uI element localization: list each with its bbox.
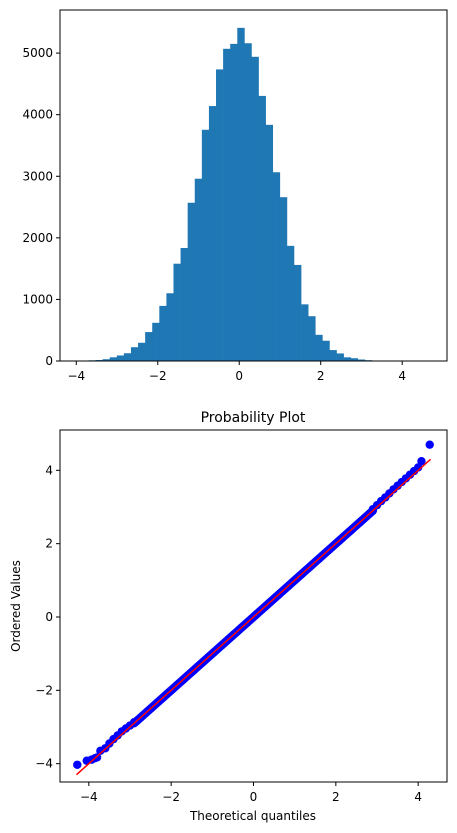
histogram-bar — [123, 353, 132, 361]
histogram-bar — [180, 248, 188, 361]
x-tick-label: −2 — [149, 369, 167, 383]
histogram-bar — [336, 353, 344, 361]
x-tick-label: 4 — [398, 369, 406, 383]
y-tick-label: 2000 — [22, 231, 53, 245]
x-tick-label: 0 — [235, 369, 243, 383]
histogram-bar — [357, 359, 366, 361]
histogram-y-ticks: 0 1000 2000 3000 4000 5000 — [22, 46, 60, 368]
data-point — [413, 463, 423, 472]
histogram-bar — [109, 357, 118, 361]
histogram-x-ticks: −4 −2 0 2 4 — [67, 361, 406, 383]
histogram-bar — [166, 293, 174, 361]
histogram-bar — [329, 350, 337, 361]
histogram-bar — [194, 178, 203, 361]
histogram-bar — [343, 357, 351, 361]
probability-plot-points — [73, 440, 434, 769]
histogram-bar — [258, 95, 266, 362]
y-tick-label: 4000 — [22, 108, 53, 122]
histogram-bar — [265, 124, 274, 361]
x-tick-label: 2 — [332, 790, 340, 804]
y-tick-label: 2 — [45, 537, 53, 551]
y-tick-label: 0 — [45, 354, 53, 368]
x-tick-label: 0 — [250, 790, 258, 804]
histogram-bar — [230, 43, 238, 362]
histogram-bar — [308, 316, 316, 361]
histogram-bar — [293, 264, 302, 361]
histogram-bar — [159, 305, 167, 361]
histogram-bar — [216, 69, 224, 362]
x-tick-label: −4 — [80, 790, 98, 804]
probability-plot-x-ticks: −4 −2 0 2 4 — [80, 782, 422, 804]
histogram-bar — [152, 322, 160, 361]
x-tick-label: −2 — [162, 790, 180, 804]
data-point — [425, 440, 434, 449]
data-point — [73, 760, 82, 769]
probability-plot-y-ticks: −4 −2 0 2 4 — [35, 463, 60, 771]
y-tick-label: −2 — [35, 683, 53, 697]
probability-plot-title: Probability Plot — [201, 410, 306, 426]
histogram-bars — [74, 27, 444, 362]
histogram-bar — [201, 129, 210, 361]
y-tick-label: 0 — [45, 610, 53, 624]
histogram-chart: −4 −2 0 2 4 0 1000 2000 3000 4000 5000 — [22, 9, 448, 383]
probability-plot-chart: Probability Plot −4 −2 0 2 4 −4 −2 0 2 4 Theoret… — [9, 410, 448, 823]
histogram-bar — [272, 172, 281, 361]
histogram-bar — [286, 245, 295, 361]
histogram-bar — [173, 263, 181, 361]
histogram-bar — [208, 106, 217, 361]
histogram-bar — [251, 56, 259, 362]
histogram-bar — [223, 48, 231, 361]
histogram-bar — [322, 340, 330, 361]
histogram-bar — [138, 342, 146, 361]
probability-plot-frame — [59, 429, 448, 783]
histogram-bar — [145, 332, 153, 361]
data-point — [417, 456, 426, 466]
histogram-frame — [59, 9, 448, 362]
histogram-bar — [301, 304, 309, 361]
y-tick-label: 5000 — [22, 46, 53, 60]
y-tick-label: 3000 — [22, 169, 53, 183]
histogram-bar — [116, 355, 125, 361]
histogram-bar — [244, 43, 252, 361]
probability-plot-x-label: Theoretical quantiles — [189, 809, 316, 823]
x-tick-label: −4 — [67, 369, 85, 383]
y-tick-label: −4 — [35, 757, 53, 771]
y-tick-label: 4 — [45, 463, 53, 477]
probability-plot-y-label: Ordered Values — [9, 560, 23, 652]
histogram-bar — [187, 202, 196, 361]
histogram-bar — [130, 347, 139, 361]
histogram-bar — [279, 197, 288, 361]
x-tick-label: 4 — [414, 790, 422, 804]
histogram-bar — [237, 27, 245, 362]
histogram-bar — [102, 359, 110, 361]
histogram-bar — [315, 334, 323, 361]
x-tick-label: 2 — [317, 369, 325, 383]
y-tick-label: 1000 — [22, 292, 53, 306]
histogram-bar — [350, 358, 359, 361]
fit-line — [75, 458, 432, 776]
